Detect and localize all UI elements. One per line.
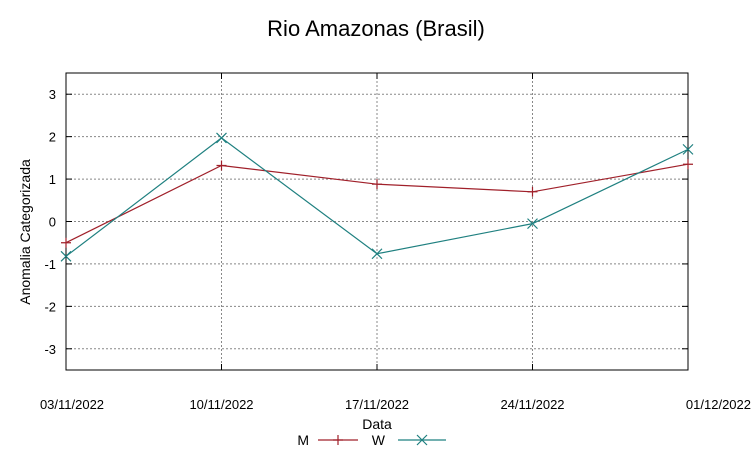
y-axis-label: Anomalia Categorizada [17,159,33,305]
legend-marker-m [333,435,343,445]
y-tick-label: 2 [49,130,56,145]
x-tick-label: 10/11/2022 [189,397,253,412]
series-m-point [527,186,538,197]
chart-title: Rio Amazonas (Brasil) [267,16,485,41]
y-axis-ticks: 3 2 1 0 -1 -2 -3 [44,87,688,357]
series-w-point [60,250,72,262]
series-w-point [527,218,538,230]
y-tick-label: -3 [44,342,56,357]
series-m-point [683,159,693,170]
legend-label-m: M [297,432,309,448]
series-m-point [61,237,71,248]
y-tick-label: -2 [44,299,56,314]
series-m-point [372,179,382,190]
x-tick-label: 17/11/2022 [345,397,409,412]
x-tick-label: 24/11/2022 [500,397,564,412]
x-tick-label: 03/11/2022 [40,397,104,412]
legend-label-w: W [372,432,386,448]
series-w [60,132,694,262]
series-m [61,159,693,248]
y-tick-label: -1 [44,257,56,272]
x-axis-label: Data [362,416,392,432]
legend-marker-w [416,434,428,446]
x-tick-label: 01/12/2022 [686,397,751,412]
series-w-point [371,248,383,260]
y-tick-label: 1 [49,172,56,187]
series-w-point [216,132,227,144]
x-axis-ticks: 03/11/2022 10/11/2022 17/11/2022 24/11/2022… [40,73,751,412]
y-tick-label: 3 [49,87,56,102]
series-group [60,132,694,262]
grid [65,73,689,370]
series-m-point [216,160,227,171]
series-w-point [682,143,694,155]
y-tick-label: 0 [49,215,56,230]
